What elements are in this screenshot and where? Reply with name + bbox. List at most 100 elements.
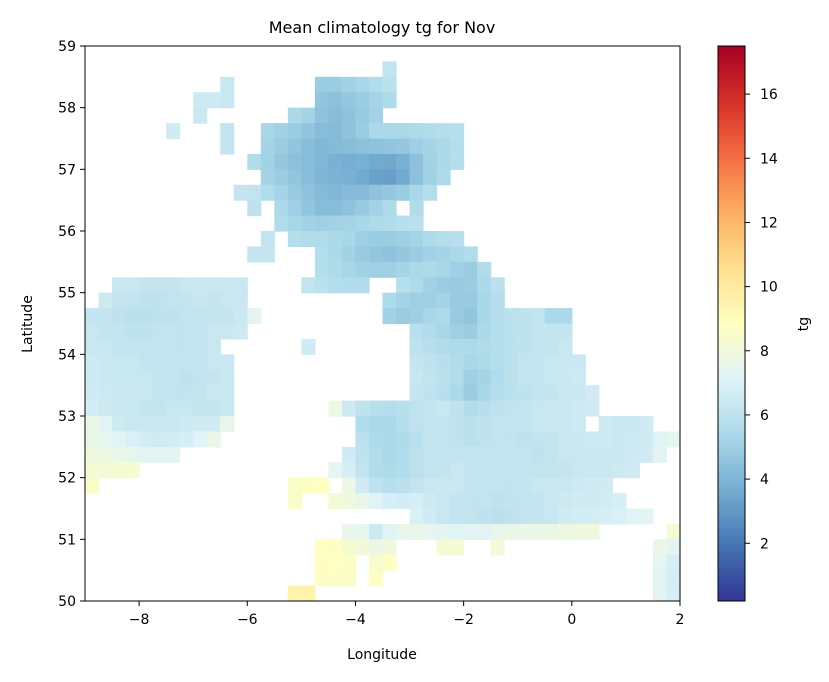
heatmap-cell xyxy=(301,169,316,186)
heatmap-cell xyxy=(220,416,235,433)
heatmap-cell xyxy=(396,523,411,540)
heatmap-cell xyxy=(558,523,573,540)
heatmap-cell xyxy=(585,493,600,510)
heatmap-cell xyxy=(409,354,424,371)
heatmap-cell xyxy=(531,369,546,386)
heatmap-cell xyxy=(612,446,627,463)
heatmap-cell xyxy=(382,292,397,309)
heatmap-cell xyxy=(152,292,167,309)
heatmap-cell xyxy=(355,261,370,278)
heatmap-cell xyxy=(423,446,438,463)
y-axis-ticks: 50 51 52 53 54 55 56 57 58 59 xyxy=(58,39,85,610)
heatmap-cell xyxy=(585,462,600,479)
heatmap-cell xyxy=(355,416,370,433)
heatmap-cell xyxy=(423,493,438,510)
heatmap-cell xyxy=(233,184,248,201)
heatmap-cell xyxy=(341,493,357,510)
heatmap-cell xyxy=(612,493,627,510)
heatmap-cell xyxy=(112,446,127,463)
heatmap-cell xyxy=(558,446,573,463)
heatmap-cell xyxy=(382,261,397,278)
heatmap-cell xyxy=(368,231,384,248)
heatmap-cell xyxy=(463,385,478,402)
heatmap-cell xyxy=(531,523,546,540)
heatmap-cell xyxy=(328,123,343,140)
y-tick-label: 50 xyxy=(58,594,76,610)
heatmap-cell xyxy=(490,277,505,294)
heatmap-cell xyxy=(166,338,181,355)
heatmap-cell xyxy=(355,431,370,448)
heatmap-cell xyxy=(490,431,505,448)
heatmap-cell xyxy=(341,261,357,278)
heatmap-cell xyxy=(517,323,532,340)
heatmap-cell xyxy=(396,123,411,140)
heatmap-cell xyxy=(544,338,559,355)
heatmap-cell xyxy=(382,138,397,155)
heatmap-cell xyxy=(463,277,478,294)
heatmap-cell xyxy=(125,446,140,463)
heatmap-cell xyxy=(477,308,492,325)
heatmap-cell xyxy=(544,308,559,325)
heatmap-cell xyxy=(368,523,384,540)
heatmap-cell xyxy=(409,462,424,479)
heatmap-cell xyxy=(598,462,613,479)
heatmap-cell xyxy=(598,446,613,463)
heatmap-cell xyxy=(382,554,397,571)
heatmap-cell xyxy=(639,416,654,433)
heatmap-cell xyxy=(247,246,262,263)
heatmap-cell xyxy=(301,477,316,494)
heatmap-cell xyxy=(490,539,505,556)
heatmap-cell xyxy=(152,277,167,294)
heatmap-cell xyxy=(571,446,586,463)
heatmap-cell xyxy=(193,277,208,294)
heatmap-cell xyxy=(274,215,289,232)
heatmap-cell xyxy=(193,323,208,340)
heatmap-cell xyxy=(436,416,451,433)
heatmap-cell xyxy=(368,107,384,124)
heatmap-cell xyxy=(328,554,343,571)
x-tick-label: −8 xyxy=(129,612,150,628)
heatmap-cell xyxy=(477,493,492,510)
heatmap-cell xyxy=(328,92,343,109)
heatmap-cell xyxy=(341,169,357,186)
heatmap-cell xyxy=(490,523,505,540)
heatmap-cell xyxy=(598,477,613,494)
heatmap-cell xyxy=(98,446,113,463)
heatmap-cell xyxy=(396,400,411,417)
heatmap-cell xyxy=(544,431,559,448)
heatmap-cell xyxy=(477,477,492,494)
heatmap-cell xyxy=(558,323,573,340)
heatmap-cell xyxy=(423,123,438,140)
heatmap-cell xyxy=(220,400,235,417)
heatmap-cell xyxy=(98,308,113,325)
heatmap-cell xyxy=(477,292,492,309)
heatmap-cell xyxy=(179,431,194,448)
heatmap-cell xyxy=(544,400,559,417)
heatmap-cell xyxy=(166,369,181,386)
heatmap-cell xyxy=(328,246,343,263)
heatmap-cell xyxy=(477,338,492,355)
heatmap-cell xyxy=(382,153,397,170)
heatmap-cell xyxy=(436,338,451,355)
heatmap-cell xyxy=(423,153,438,170)
heatmap-cell xyxy=(463,308,478,325)
heatmap-cell xyxy=(571,400,586,417)
heatmap-cell xyxy=(477,323,492,340)
heatmap-cell xyxy=(490,354,505,371)
heatmap-cell xyxy=(463,400,478,417)
heatmap-cell xyxy=(382,200,397,217)
heatmap-cell xyxy=(544,523,559,540)
heatmap-cell xyxy=(450,523,465,540)
heatmap-cell xyxy=(531,308,546,325)
heatmap-cell xyxy=(558,493,573,510)
heatmap-cell xyxy=(301,215,316,232)
heatmap-cell xyxy=(652,446,668,463)
heatmap-cell xyxy=(571,462,586,479)
heatmap-cell xyxy=(314,107,330,124)
heatmap-cell xyxy=(152,400,167,417)
heatmap-cell xyxy=(152,338,167,355)
heatmap-cell xyxy=(436,539,451,556)
heatmap-cell xyxy=(382,61,397,78)
heatmap-cell xyxy=(139,292,154,309)
heatmap-cell xyxy=(274,169,289,186)
